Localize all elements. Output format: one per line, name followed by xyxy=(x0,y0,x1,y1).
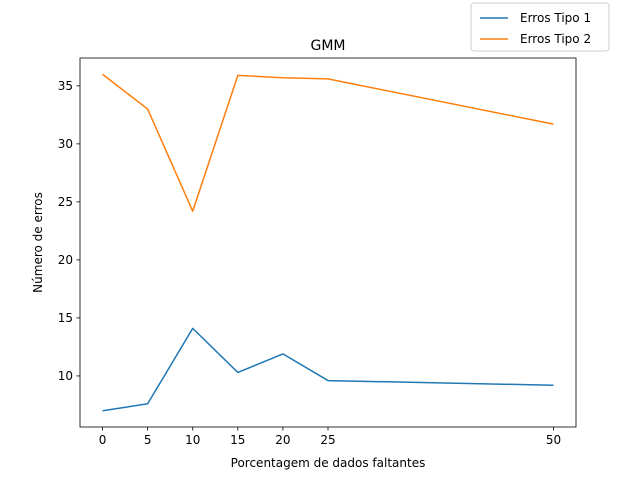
chart-title: GMM xyxy=(310,38,345,54)
series-line-1 xyxy=(102,327,554,412)
x-tick-label: 5 xyxy=(144,433,152,447)
y-tick-label: 25 xyxy=(58,195,73,209)
x-tick-label: 25 xyxy=(320,433,335,447)
plot-area xyxy=(80,58,576,427)
x-tick-label: 10 xyxy=(185,433,200,447)
y-tick-label: 35 xyxy=(58,79,73,93)
legend: Erros Tipo 1 Erros Tipo 2 xyxy=(470,2,610,52)
legend-label-1: Erros Tipo 1 xyxy=(520,11,591,25)
x-tick-label: 0 xyxy=(99,433,107,447)
x-tick-label: 20 xyxy=(275,433,290,447)
x-tick-label: 15 xyxy=(230,433,245,447)
y-axis-label: Número de erros xyxy=(31,192,45,293)
axes: 0 5 10 15 20 25 50 10 15 20 25 30 35 xyxy=(58,57,577,447)
series-line-2 xyxy=(102,73,554,212)
y-tick-label: 10 xyxy=(58,369,73,383)
x-tick-label: 50 xyxy=(546,433,561,447)
x-axis-label: Porcentagem de dados faltantes xyxy=(231,456,426,470)
y-tick-label: 30 xyxy=(58,137,73,151)
y-tick-label: 15 xyxy=(58,311,73,325)
legend-label-2: Erros Tipo 2 xyxy=(520,32,591,46)
y-tick-label: 20 xyxy=(58,253,73,267)
series-lines xyxy=(102,73,554,412)
